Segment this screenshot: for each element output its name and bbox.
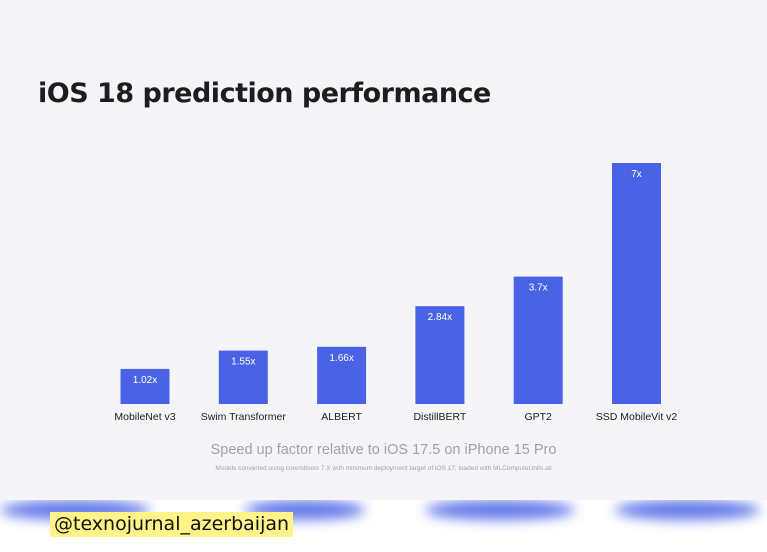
bar <box>120 368 170 404</box>
bar <box>513 276 563 404</box>
bar <box>218 350 268 404</box>
chart-title: iOS 18 prediction performance <box>38 78 491 109</box>
category-label: ALBERT <box>321 411 362 423</box>
bar-data-label: 3.7x <box>529 283 548 294</box>
bar-data-label: 1.55x <box>231 357 255 368</box>
bar <box>612 163 661 404</box>
category-label: DistillBERT <box>413 411 466 423</box>
category-label: MobileNet v3 <box>114 411 175 423</box>
category-label: GPT2 <box>524 411 552 423</box>
blur-blob <box>425 500 575 520</box>
bar <box>415 306 465 404</box>
category-label: Swim Transformer <box>201 411 287 423</box>
bar-data-label: 1.02x <box>133 375 157 386</box>
bar <box>317 346 367 404</box>
bar-group: 1.02x MobileNet v3 1.55x Swim Transformer 1.… <box>114 163 677 423</box>
watermark-text: @texnojurnal_azerbaijan <box>50 512 294 537</box>
chart-subtitle: Speed up factor relative to iOS 17.5 on … <box>210 442 557 458</box>
chart-footnote: Models converted using coremltools 7.X w… <box>215 465 552 472</box>
bar-data-label: 7x <box>631 169 642 180</box>
category-label: SSD MobileVit v2 <box>596 411 678 423</box>
bar-data-label: 1.66x <box>329 353 353 364</box>
blur-blob <box>615 500 760 520</box>
bar-data-label: 2.84x <box>428 312 452 323</box>
